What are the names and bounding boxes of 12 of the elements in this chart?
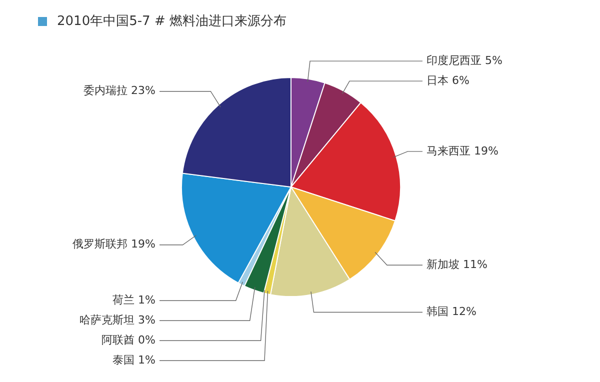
slice-label: 印度尼西亚 5% [426, 54, 502, 67]
slice-label: 委内瑞拉 23% [84, 84, 156, 98]
slice-label: 泰国 1% [112, 353, 156, 366]
slice-label: 日本 6% [426, 74, 470, 87]
slice-label: 马来西亚 19% [426, 144, 498, 158]
slice-label: 新加坡 11% [426, 258, 488, 272]
chart-title: 2010年中国5-7 # 燃料油进口来源分布 [57, 13, 286, 30]
slice-label: 韩国 12% [426, 305, 476, 318]
slice-label: 俄罗斯联邦 19% [72, 238, 156, 251]
category-label: 阿联酋 0% [102, 333, 156, 346]
slice-label: 哈萨克斯坦 3% [80, 313, 156, 326]
slice-label: 荷兰 1% [112, 293, 156, 306]
